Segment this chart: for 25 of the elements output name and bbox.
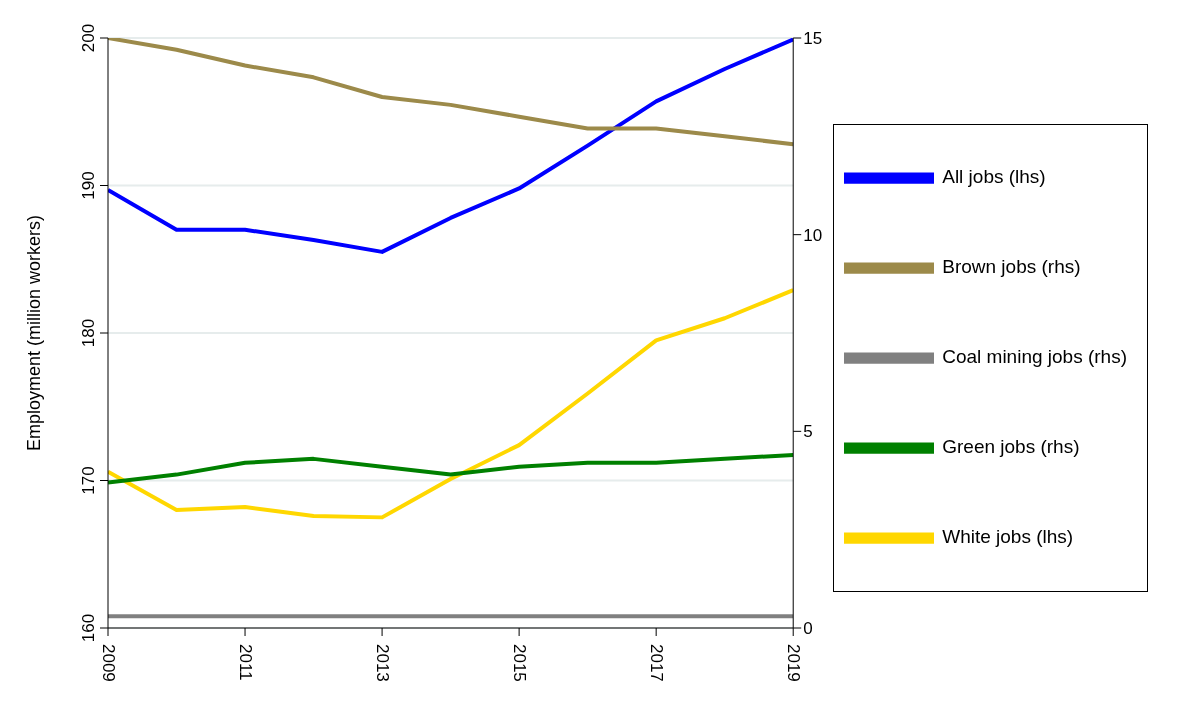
y-tick-label: 160 — [79, 613, 98, 643]
x-tick-label: 2019 — [783, 644, 803, 682]
y-axis-title: Employment (million workers) — [24, 214, 45, 452]
line-series — [108, 38, 794, 147]
legend-label: Green jobs (rhs) — [942, 436, 1080, 458]
x-tick-label: 2013 — [372, 644, 392, 682]
y2-tick-label: 5 — [803, 422, 813, 442]
x-tick-label: 2011 — [235, 644, 255, 681]
x-tick-label: 2017 — [646, 644, 666, 682]
line-series — [108, 288, 794, 520]
y2-tick-label: 15 — [803, 29, 823, 49]
line-series — [108, 38, 794, 254]
y2-tick-label: 0 — [803, 619, 813, 639]
x-tick-label: 2009 — [98, 644, 118, 682]
y-tick-label: 200 — [79, 23, 98, 53]
y2-tick-label: 10 — [803, 225, 823, 245]
y-tick-label: 170 — [79, 466, 98, 495]
y-tick-label: 190 — [79, 171, 98, 200]
legend-label: Coal mining jobs (rhs) — [942, 346, 1127, 368]
legend-label: All jobs (lhs) — [942, 166, 1046, 188]
y-tick-label: 180 — [79, 318, 98, 348]
legend-label: Brown jobs (rhs) — [942, 256, 1081, 278]
x-tick-label: 2015 — [509, 644, 529, 682]
legend-label: White jobs (lhs) — [942, 526, 1074, 548]
line-series — [108, 452, 794, 485]
